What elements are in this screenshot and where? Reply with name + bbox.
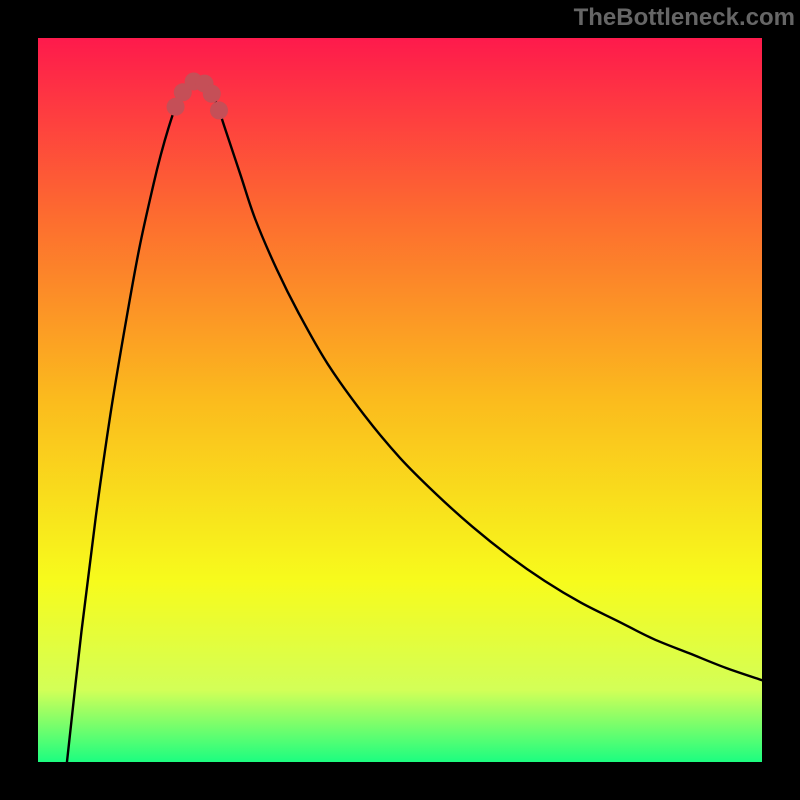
curve-marker [203,85,221,103]
bottleneck-curve [67,81,762,762]
watermark-text: TheBottleneck.com [574,4,795,32]
marker-group [167,72,228,119]
chart-frame: TheBottleneck.com [0,0,800,800]
curve-marker [210,101,228,119]
plot-area [38,38,762,762]
curve-layer [38,38,762,762]
